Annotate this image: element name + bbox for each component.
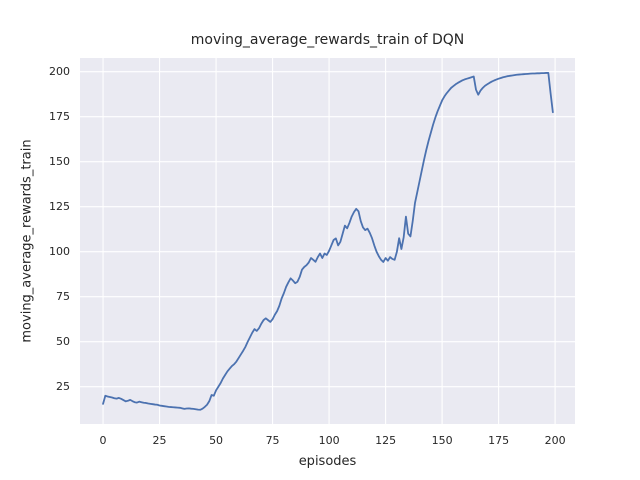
y-tick-label: 25 — [56, 380, 70, 394]
x-tick-label: 100 — [318, 434, 340, 447]
x-tick-label: 150 — [431, 434, 453, 447]
line-chart-canvas — [80, 58, 575, 424]
y-tick-label: 50 — [56, 335, 70, 349]
x-tick-label: 50 — [209, 434, 224, 447]
data-line-moving_average_rewards_train — [102, 72, 554, 411]
y-axis-label: moving_average_rewards_train — [19, 139, 35, 343]
y-tick-label: 200 — [49, 65, 70, 79]
x-axis-label: episodes — [298, 454, 357, 469]
y-tick-label: 175 — [49, 110, 70, 124]
x-tick-label: 175 — [488, 434, 510, 447]
x-tick-label: 200 — [544, 434, 566, 447]
x-tick-label: 125 — [375, 434, 397, 447]
y-tick-label: 100 — [49, 245, 70, 259]
y-tick-label: 150 — [49, 155, 70, 169]
plot-area — [80, 58, 575, 424]
x-tick-label: 75 — [265, 434, 280, 447]
chart-title: moving_average_rewards_train of DQN — [190, 32, 465, 48]
y-tick-label: 125 — [49, 200, 70, 214]
x-tick-label: 0 — [99, 434, 107, 447]
x-tick-label: 25 — [152, 434, 167, 447]
y-tick-label: 75 — [56, 290, 70, 304]
